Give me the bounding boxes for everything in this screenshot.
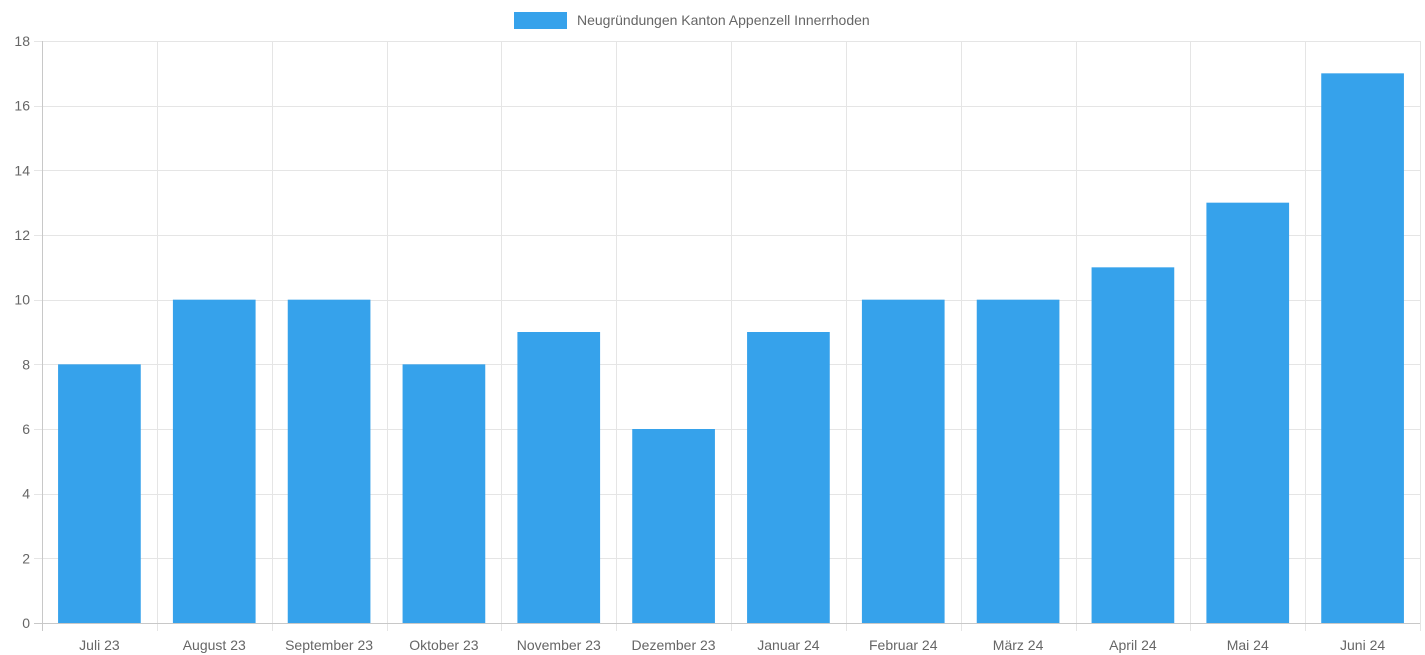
x-tick-label: April 24 (1109, 637, 1157, 653)
bar[interactable] (861, 299, 945, 623)
x-tick-label: Februar 24 (869, 637, 938, 653)
x-tick-labels: Juli 23 August 23 September 23 Oktober 23 No… (79, 637, 1385, 653)
legend[interactable]: Neugründungen Kanton Appenzell Innerrhod… (514, 12, 870, 29)
bar[interactable] (517, 332, 601, 623)
bar[interactable] (747, 332, 830, 623)
axes (34, 41, 1420, 631)
y-tick-label: 12 (14, 227, 30, 243)
y-tick-labels: 0 2 4 6 8 10 12 14 16 18 (14, 33, 30, 631)
y-tick-label: 10 (14, 292, 30, 308)
x-tick-label: September 23 (285, 637, 373, 653)
y-tick-label: 18 (14, 33, 30, 49)
x-tick-label: November 23 (517, 637, 601, 653)
bar[interactable] (1206, 202, 1290, 623)
y-tick-label: 14 (14, 162, 30, 178)
bars (58, 73, 1404, 624)
x-tick-label: Dezember 23 (632, 637, 716, 653)
bar[interactable] (172, 299, 256, 623)
x-tick-label: Oktober 23 (409, 637, 478, 653)
bar[interactable] (1321, 73, 1404, 624)
x-tick-label: März 24 (993, 637, 1044, 653)
x-tick-label: Mai 24 (1227, 637, 1269, 653)
y-tick-label: 6 (22, 421, 30, 437)
y-tick-label: 4 (22, 486, 30, 502)
x-tick-label: Januar 24 (757, 637, 819, 653)
bar[interactable] (58, 364, 141, 623)
y-tick-label: 2 (22, 550, 30, 566)
legend-swatch[interactable] (514, 12, 567, 29)
bar[interactable] (1091, 267, 1175, 623)
y-tick-label: 16 (14, 98, 30, 114)
x-tick-label: August 23 (183, 637, 246, 653)
bar[interactable] (287, 299, 371, 623)
bar[interactable] (632, 429, 715, 623)
y-tick-label: 0 (22, 615, 30, 631)
bar[interactable] (976, 299, 1060, 623)
grid-lines (34, 41, 1421, 631)
legend-label[interactable]: Neugründungen Kanton Appenzell Innerrhod… (577, 12, 870, 28)
x-tick-label: Juli 23 (79, 637, 120, 653)
bar[interactable] (402, 364, 486, 623)
y-tick-label: 8 (22, 356, 30, 372)
x-tick-label: Juni 24 (1340, 637, 1385, 653)
